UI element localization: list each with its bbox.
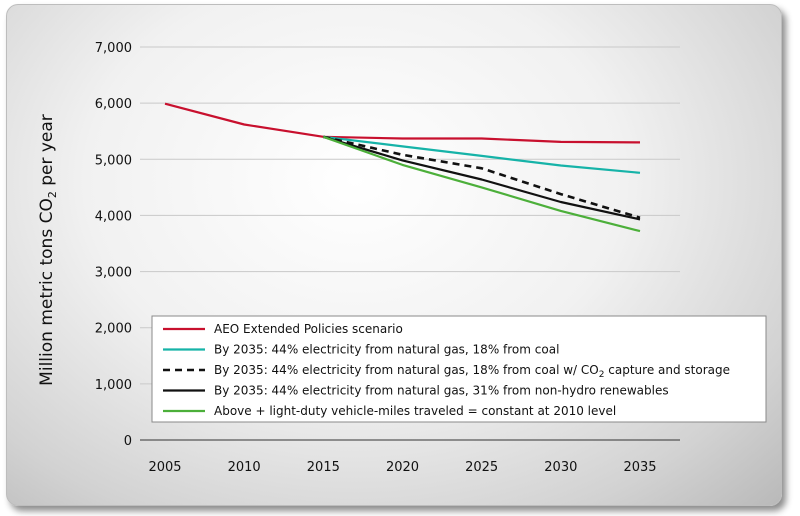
y-tick-label: 4,000 <box>95 209 132 224</box>
y-tick-label: 0 <box>124 434 132 449</box>
legend-label: By 2035: 44% electricity from natural ga… <box>214 384 669 398</box>
legend-label: AEO Extended Policies scenario <box>214 322 403 336</box>
y-tick-label: 3,000 <box>95 266 132 281</box>
y-tick-label: 6,000 <box>95 97 132 112</box>
y-tick-label: 7,000 <box>95 41 132 56</box>
legend-label: Above + light-duty vehicle-miles travele… <box>214 404 616 418</box>
y-tick-labels: 0 1,000 2,000 3,000 4,000 5,000 6,000 7,000 <box>95 41 132 449</box>
legend-box <box>151 315 767 423</box>
legend-label: By 2035: 44% electricity from natural ga… <box>214 363 730 380</box>
x-tick-label: 2020 <box>386 460 419 475</box>
x-tick-labels: 2005 2010 2015 2020 2025 2030 2035 <box>148 460 656 475</box>
series-line-2 <box>323 135 641 174</box>
y-tick-label: 2,000 <box>95 322 132 337</box>
series-line-4 <box>322 135 641 221</box>
x-tick-label: 2005 <box>148 460 181 475</box>
x-tick-label: 2010 <box>228 460 261 475</box>
x-tick-label: 2025 <box>465 460 498 475</box>
y-tick-label: 1,000 <box>95 378 132 393</box>
y-axis-label: Million metric tons CO2 per year <box>37 114 59 386</box>
legend: AEO Extended Policies scenario By 2035: 4… <box>151 315 767 423</box>
y-tick-label: 5,000 <box>95 153 132 168</box>
series-line-5 <box>322 135 641 233</box>
series-lines <box>164 102 641 233</box>
legend-label: By 2035: 44% electricity from natural ga… <box>214 343 559 357</box>
y-axis-label-main: Million metric tons CO <box>37 198 57 386</box>
series-line-3 <box>323 135 641 219</box>
x-tick-label: 2015 <box>307 460 340 475</box>
x-tick-label: 2030 <box>544 460 577 475</box>
y-axis-label-sub: 2 <box>46 191 59 198</box>
y-axis-label-tail: per year <box>37 114 57 191</box>
series-line-1 <box>164 102 641 144</box>
x-tick-label: 2035 <box>623 460 656 475</box>
